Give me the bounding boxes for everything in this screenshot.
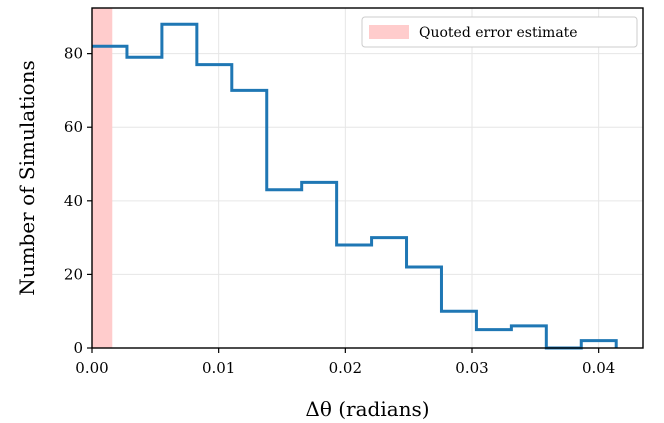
y-tick-label-2: 40 bbox=[64, 192, 83, 210]
x-tick-label-3: 0.03 bbox=[455, 359, 488, 377]
y-tick-labels: 0 20 40 60 80 bbox=[64, 45, 83, 357]
y-tick-label-0: 0 bbox=[73, 339, 83, 357]
legend-label-quoted-error: Quoted error estimate bbox=[419, 25, 578, 41]
y-tick-label-3: 60 bbox=[64, 118, 83, 136]
x-tick-label-0: 0.00 bbox=[75, 359, 108, 377]
x-tick-labels: 0.00 0.01 0.02 0.03 0.04 bbox=[75, 359, 615, 377]
x-tick-label-4: 0.04 bbox=[582, 359, 615, 377]
y-tick-label-4: 80 bbox=[64, 45, 83, 63]
grid-lines bbox=[91, 8, 643, 349]
histogram-series-line bbox=[92, 22, 618, 350]
quoted-error-region bbox=[92, 8, 113, 348]
legend: Quoted error estimate bbox=[361, 16, 638, 48]
x-axis-label: Δθ (radians) bbox=[305, 397, 429, 421]
x-tick-label-2: 0.02 bbox=[329, 359, 362, 377]
plot-frame bbox=[91, 7, 644, 349]
legend-box bbox=[361, 16, 638, 48]
x-tick-label-1: 0.01 bbox=[202, 359, 235, 377]
legend-swatch-quoted-error bbox=[369, 25, 409, 39]
y-tick-label-1: 20 bbox=[64, 265, 83, 283]
y-axis-label: Number of Simulations bbox=[15, 60, 39, 296]
axis-ticks bbox=[87, 53, 600, 353]
